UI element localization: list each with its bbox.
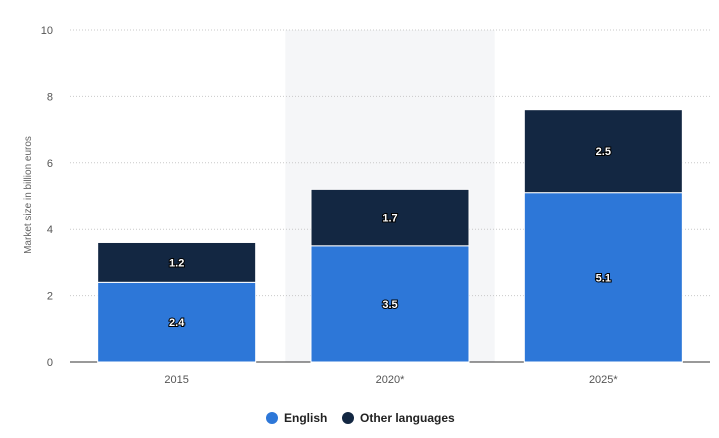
bar-english-2[interactable] — [523, 192, 683, 363]
bar-other-languages-1[interactable] — [310, 188, 470, 247]
data-label: 1.2 — [169, 257, 184, 269]
legend-label: Other languages — [360, 411, 455, 425]
legend-swatch — [266, 412, 278, 424]
x-tick-label: 2025* — [589, 374, 618, 386]
legend-item-other-languages[interactable]: Other languages — [342, 411, 455, 425]
data-label: 2.4 — [169, 317, 185, 329]
data-label: 3.5 — [382, 299, 397, 311]
x-tick-label: 2020* — [376, 374, 405, 386]
y-tick-label: 6 — [47, 158, 53, 170]
bar-english-1[interactable] — [310, 245, 470, 363]
legend-label: English — [284, 411, 327, 425]
y-tick-label: 4 — [47, 224, 53, 236]
y-axis-label: Market size in billion euros — [23, 136, 34, 254]
legend-item-english[interactable]: English — [266, 411, 327, 425]
y-tick-label: 8 — [47, 91, 53, 103]
legend-swatch — [342, 412, 354, 424]
bar-other-languages-0[interactable] — [97, 241, 257, 283]
y-tick-label: 10 — [41, 25, 53, 37]
bar-other-languages-2[interactable] — [523, 109, 683, 194]
y-tick-label: 0 — [47, 357, 53, 369]
data-label: 5.1 — [596, 272, 611, 284]
data-label: 2.5 — [596, 146, 611, 158]
data-label: 1.7 — [382, 213, 397, 225]
y-tick-label: 2 — [47, 291, 53, 303]
bar-english-0[interactable] — [97, 281, 257, 363]
x-tick-label: 2015 — [164, 374, 188, 386]
